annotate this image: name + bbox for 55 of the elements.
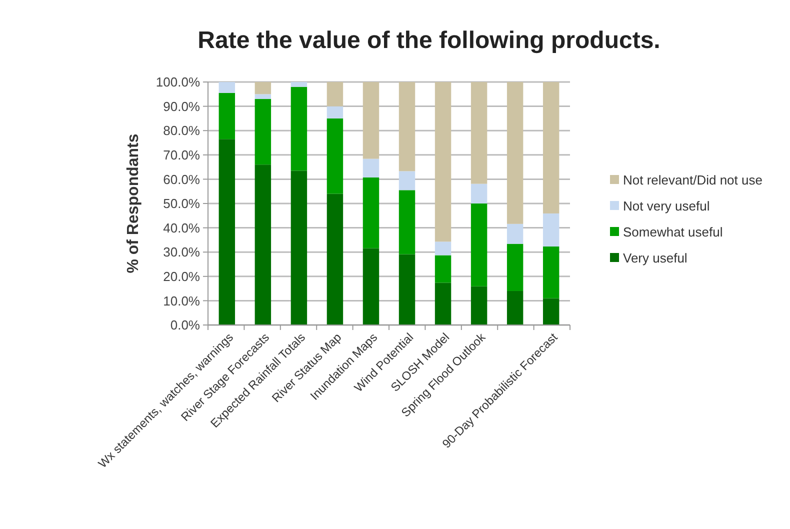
bar — [326, 118, 344, 194]
bar — [542, 246, 560, 298]
bar — [542, 213, 560, 247]
bar — [470, 82, 488, 184]
bar — [434, 82, 452, 242]
bar — [362, 248, 380, 325]
bar — [434, 255, 452, 283]
bar — [398, 190, 416, 254]
y-tick-label: 20.0% — [163, 268, 200, 284]
y-tick-label: 50.0% — [163, 196, 200, 212]
chart-title: Rate the value of the following products. — [198, 27, 660, 54]
bar — [254, 164, 272, 325]
legend-label: Very useful — [623, 250, 688, 266]
bar — [470, 184, 488, 204]
y-tick-label: 0.0% — [170, 318, 200, 333]
bar — [542, 82, 560, 214]
bar — [434, 282, 452, 325]
bar — [398, 254, 416, 325]
y-tick-label: 10.0% — [163, 293, 200, 308]
bar — [506, 244, 524, 291]
bar — [470, 204, 488, 286]
bar — [398, 82, 416, 172]
bar — [218, 92, 236, 140]
bar — [218, 139, 236, 325]
bar — [362, 82, 380, 159]
legend-label: Not very useful — [623, 198, 710, 214]
bar — [326, 194, 344, 325]
y-tick-label: 40.0% — [163, 220, 200, 236]
y-tick-label: 80.0% — [163, 123, 200, 138]
legend-label: Not relevant/Did not use — [623, 172, 762, 188]
bar — [254, 99, 272, 165]
y-tick-label: 60.0% — [163, 172, 200, 187]
bar — [434, 242, 452, 256]
legend-label: Somewhat useful — [623, 224, 723, 240]
y-tick-label: 90.0% — [163, 98, 200, 114]
y-axis-title: % of Respondants — [125, 134, 142, 274]
y-tick-label: 100.0% — [156, 74, 200, 90]
bar — [398, 171, 416, 190]
bar — [506, 290, 524, 325]
bar — [326, 82, 344, 106]
bar — [290, 82, 308, 87]
bar — [542, 298, 560, 325]
bar — [290, 86, 308, 171]
bar — [362, 158, 380, 178]
bar — [506, 224, 524, 244]
bar — [506, 82, 524, 224]
y-tick-label: 30.0% — [163, 244, 200, 260]
bar — [470, 286, 488, 325]
y-tick-label: 70.0% — [163, 147, 200, 162]
bar — [326, 106, 344, 118]
bar — [254, 82, 272, 94]
bar — [290, 170, 308, 325]
bar — [218, 82, 236, 93]
bar — [254, 94, 272, 100]
bar — [362, 178, 380, 248]
